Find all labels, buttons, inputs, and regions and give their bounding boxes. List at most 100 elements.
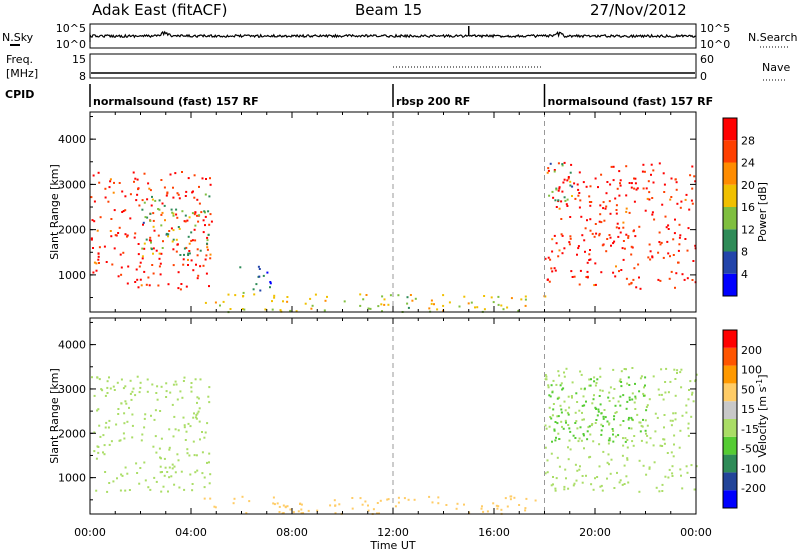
scatter-cell: [168, 448, 171, 451]
scatter-cell: [603, 219, 606, 222]
scatter-cell: [103, 453, 106, 456]
scatter-cell: [259, 289, 262, 292]
scatter-cell: [625, 475, 628, 478]
scatter-cell: [176, 192, 179, 195]
scatter-cell: [634, 395, 637, 398]
scatter-cell: [509, 498, 512, 501]
scatter-cell: [213, 505, 216, 508]
scatter-cell: [174, 380, 177, 383]
scatter-cell: [674, 418, 677, 421]
scatter-cell: [618, 194, 621, 197]
scatter-cell: [558, 187, 561, 190]
scatter-cell: [673, 434, 676, 437]
scatter-cell: [626, 382, 629, 385]
scatter-cell: [555, 436, 557, 439]
cpid-label: CPID: [5, 88, 34, 101]
scatter-cell: [550, 484, 553, 487]
scatter-cell: [114, 234, 117, 237]
scatter-cell: [161, 202, 164, 205]
scatter-cell: [652, 375, 655, 378]
scatter-cell: [202, 264, 205, 267]
scatter-cell: [201, 431, 203, 433]
scatter-cell: [649, 437, 652, 440]
scatter-cell: [598, 220, 601, 223]
scatter-cell: [567, 413, 570, 416]
scatter-cell: [683, 278, 686, 281]
scatter-cell: [634, 397, 637, 400]
scatter-cell: [160, 490, 163, 493]
scatter-cell: [162, 485, 165, 488]
scatter-cell: [119, 489, 122, 492]
scatter-cell: [300, 512, 303, 515]
scatter-cell: [510, 297, 513, 300]
scatter-cell: [646, 434, 649, 437]
scatter-cell: [644, 429, 647, 432]
scatter-cell: [187, 235, 190, 238]
scatter-cell: [560, 200, 563, 203]
scatter-cell: [567, 487, 570, 490]
scatter-cell: [138, 482, 141, 485]
scatter-cell: [314, 293, 317, 296]
scatter-cell: [691, 165, 694, 168]
scatter-cell: [282, 300, 284, 303]
scatter-cell: [455, 507, 458, 510]
scatter-cell: [652, 169, 655, 172]
scatter-cell: [594, 223, 597, 225]
scatter-cell: [569, 237, 572, 240]
scatter-cell: [365, 294, 368, 296]
scatter-cell: [343, 300, 346, 303]
scatter-cell: [685, 411, 688, 414]
scatter-cell: [362, 298, 365, 301]
power-axes: 1000 2000 3000 4000: [58, 112, 697, 312]
scatter-cell: [669, 198, 672, 201]
scatter-cell: [500, 508, 503, 511]
scatter-cell: [691, 391, 694, 394]
scatter-cell: [148, 187, 151, 190]
scatter-cell: [190, 231, 193, 234]
scatter-cell: [611, 428, 614, 430]
scatter-cell: [273, 296, 276, 299]
scatter-cell: [177, 226, 180, 228]
scatter-cell: [619, 404, 622, 407]
scatter-cell: [589, 384, 592, 387]
scatter-cell: [622, 240, 625, 242]
scatter-cell: [207, 395, 210, 398]
scatter-cell: [193, 174, 196, 177]
scatter-cell: [562, 387, 565, 390]
scatter-cell: [686, 471, 689, 474]
scatter-cell: [645, 473, 648, 476]
scatter-cell: [407, 498, 410, 501]
scatter-cell: [196, 214, 198, 217]
scatter-cell: [196, 254, 199, 257]
scatter-cell: [561, 388, 564, 391]
scatter-cell: [612, 165, 615, 168]
scatter-cell: [104, 471, 107, 473]
scatter-cell: [548, 280, 551, 283]
scatter-cell: [680, 200, 683, 203]
scatter-cell: [681, 487, 684, 490]
scatter-cell: [196, 401, 198, 404]
scatter-cell: [658, 490, 661, 493]
scatter-cell: [122, 432, 125, 435]
scatter-cell: [117, 413, 120, 415]
scatter-cell: [184, 214, 187, 217]
station-title: Adak East (fitACF): [92, 1, 227, 19]
scatter-cell: [580, 215, 583, 218]
scatter-cell: [377, 305, 380, 308]
scatter-cell: [183, 376, 186, 379]
scatter-cell: [163, 186, 166, 189]
scatter-cell: [609, 386, 612, 389]
scatter-cell: [639, 287, 642, 290]
scatter-cell: [586, 261, 589, 264]
colorbar-swatch: [723, 273, 737, 296]
scatter-cell: [634, 177, 637, 180]
scatter-cell: [603, 409, 606, 411]
x-tick-label: 08:00: [276, 526, 308, 539]
scatter-cell: [618, 481, 621, 484]
scatter-cell: [386, 498, 389, 501]
scatter-cell: [630, 253, 633, 256]
scatter-cell: [548, 194, 551, 197]
scatter-cell: [580, 373, 583, 376]
scatter-cell: [602, 450, 605, 453]
scatter-cell: [685, 193, 688, 196]
